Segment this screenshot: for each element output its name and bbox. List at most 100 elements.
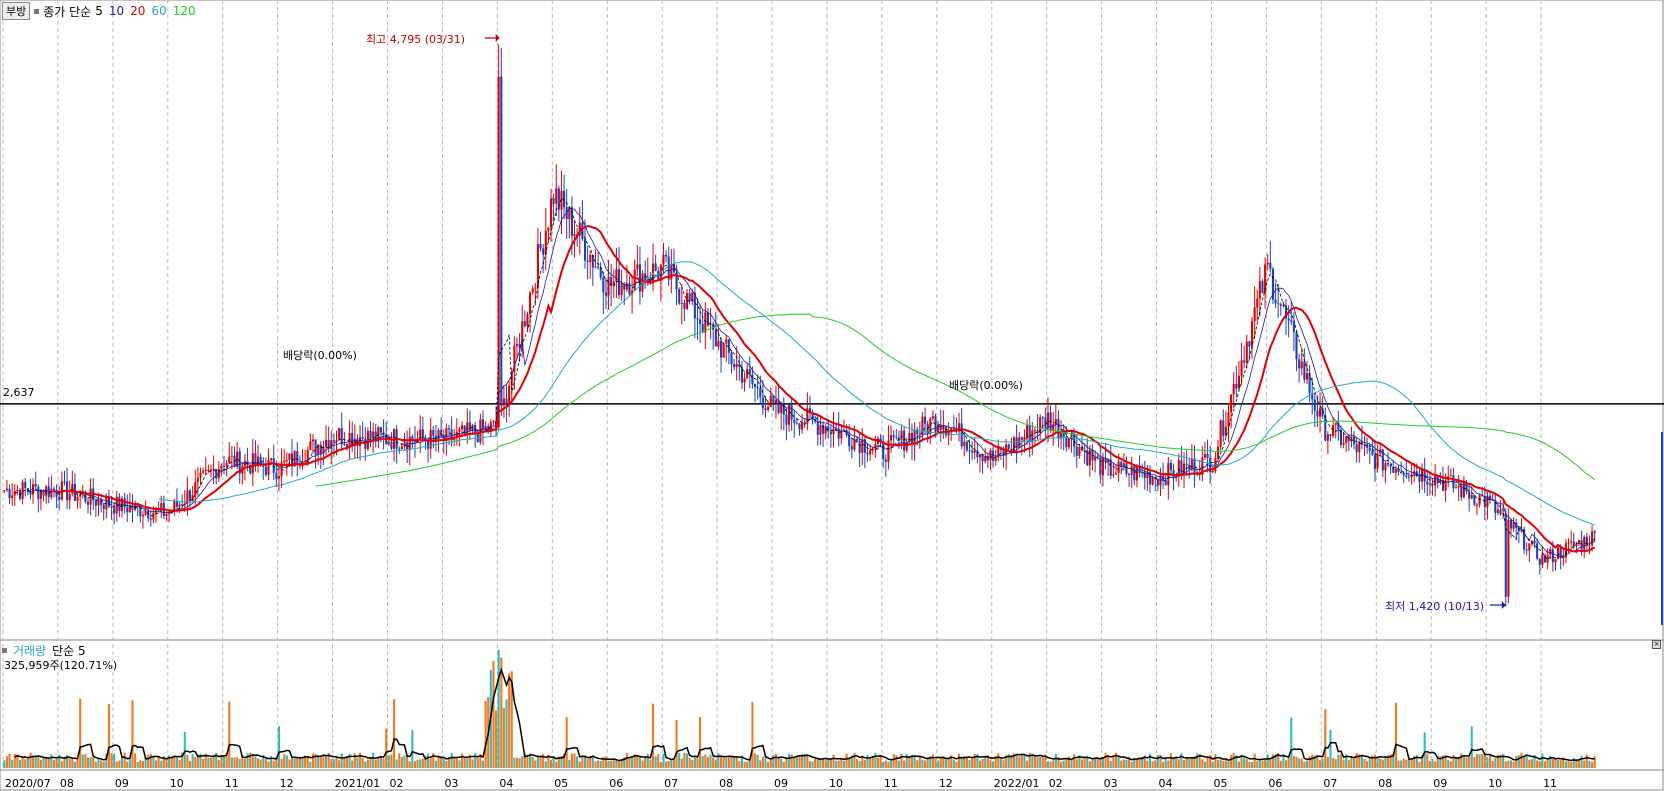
candle-body bbox=[1172, 469, 1175, 478]
volume-bar bbox=[521, 756, 524, 768]
candle-body bbox=[1028, 425, 1031, 442]
candle-body bbox=[89, 488, 92, 505]
stock-tab[interactable]: 부방 bbox=[2, 2, 31, 20]
candle-body bbox=[1057, 419, 1060, 439]
candle-body bbox=[772, 395, 775, 404]
volume-bar bbox=[989, 759, 992, 768]
volume-bar bbox=[311, 753, 315, 768]
volume-bar bbox=[905, 753, 908, 768]
volume-bar bbox=[1060, 762, 1063, 768]
volume-bar bbox=[1520, 752, 1523, 768]
volume-bar bbox=[1188, 759, 1191, 768]
candle-body bbox=[421, 429, 424, 439]
candle-body bbox=[1222, 420, 1225, 436]
candle-body bbox=[688, 293, 691, 302]
candle-body bbox=[1475, 504, 1479, 506]
volume-bar bbox=[325, 755, 328, 768]
volume-bar bbox=[1575, 759, 1578, 768]
volume-bar bbox=[1329, 729, 1332, 768]
volume-bar bbox=[1086, 755, 1089, 768]
candle-body bbox=[39, 490, 42, 499]
volume-bar bbox=[398, 753, 401, 768]
volume-bar bbox=[1099, 758, 1102, 768]
volume-bar bbox=[683, 752, 686, 768]
volume-bar bbox=[432, 753, 435, 768]
ma-period-labels: 5 10 20 60 120 bbox=[95, 4, 201, 18]
candle-body bbox=[1376, 453, 1379, 469]
candle-body bbox=[1261, 280, 1264, 294]
candle-body bbox=[100, 499, 103, 505]
x-tick-label: 2021/01 bbox=[334, 777, 381, 790]
volume-bar bbox=[58, 754, 61, 768]
close-panel-icon[interactable]: × bbox=[1652, 640, 1661, 649]
volume-bar bbox=[353, 753, 356, 768]
volume-bar bbox=[55, 758, 58, 768]
volume-bar bbox=[369, 757, 372, 768]
candle-body bbox=[275, 472, 278, 479]
candle-body bbox=[1455, 487, 1458, 489]
candle-body bbox=[615, 269, 618, 282]
candle-body bbox=[1347, 436, 1350, 442]
candle-body bbox=[965, 441, 968, 451]
volume-bar bbox=[1292, 756, 1295, 768]
volume-bar bbox=[1316, 754, 1319, 768]
volume-bar bbox=[782, 762, 785, 768]
candle-body bbox=[811, 413, 814, 420]
volume-bar bbox=[1366, 761, 1369, 768]
volume-bar bbox=[1031, 753, 1034, 768]
candle-body bbox=[1575, 543, 1578, 547]
candle-body bbox=[1303, 361, 1306, 380]
volume-bar bbox=[1517, 755, 1520, 768]
candle-body bbox=[502, 398, 505, 406]
x-tick-label: 08 bbox=[59, 777, 74, 790]
candle-body bbox=[1413, 471, 1416, 476]
volume-bar bbox=[199, 753, 202, 768]
candle-body bbox=[1470, 494, 1473, 499]
candle-body bbox=[1489, 495, 1492, 501]
candle-body bbox=[1216, 446, 1220, 459]
settings-square-icon[interactable] bbox=[34, 8, 40, 14]
volume-bar bbox=[610, 760, 613, 768]
volume-bar bbox=[1028, 752, 1031, 768]
candle-body bbox=[1245, 341, 1248, 363]
candle-body bbox=[1243, 360, 1246, 363]
volume-settings-icon[interactable] bbox=[2, 648, 7, 653]
candle-body bbox=[267, 460, 270, 475]
candle-body bbox=[641, 273, 644, 292]
volume-bar bbox=[976, 754, 979, 768]
volume-bar bbox=[175, 756, 178, 768]
volume-bar bbox=[968, 759, 971, 768]
volume-bar bbox=[1339, 754, 1343, 768]
candle-body bbox=[32, 484, 35, 495]
volume-bar bbox=[3, 760, 6, 768]
candle-body bbox=[489, 422, 492, 432]
candle-body bbox=[735, 363, 738, 368]
candle-body bbox=[479, 419, 482, 443]
candle-body bbox=[432, 429, 435, 436]
volume-bar bbox=[769, 759, 772, 768]
volume-bar bbox=[1002, 760, 1005, 768]
volume-bar bbox=[251, 754, 254, 768]
volume-bar bbox=[549, 760, 553, 768]
volume-bar bbox=[1185, 758, 1188, 768]
candle-body bbox=[1112, 474, 1115, 476]
volume-bar bbox=[597, 760, 600, 768]
candle-body bbox=[620, 284, 623, 296]
candle-body bbox=[500, 76, 503, 406]
volume-bar bbox=[1572, 758, 1575, 768]
candle-body bbox=[1203, 453, 1206, 458]
volume-bar bbox=[631, 757, 634, 768]
volume-bar bbox=[581, 755, 584, 768]
volume-bar bbox=[5, 756, 8, 768]
candle-body bbox=[1018, 437, 1021, 449]
volume-bar bbox=[1318, 759, 1322, 768]
volume-bar bbox=[829, 758, 832, 768]
candle-body bbox=[243, 461, 247, 466]
candle-body bbox=[497, 76, 500, 428]
candle-body bbox=[683, 302, 686, 309]
candle-body bbox=[1326, 434, 1329, 441]
candle-body bbox=[589, 254, 592, 263]
volume-bar bbox=[45, 757, 48, 768]
candle-body bbox=[1311, 393, 1314, 400]
volume-bar bbox=[288, 759, 291, 768]
